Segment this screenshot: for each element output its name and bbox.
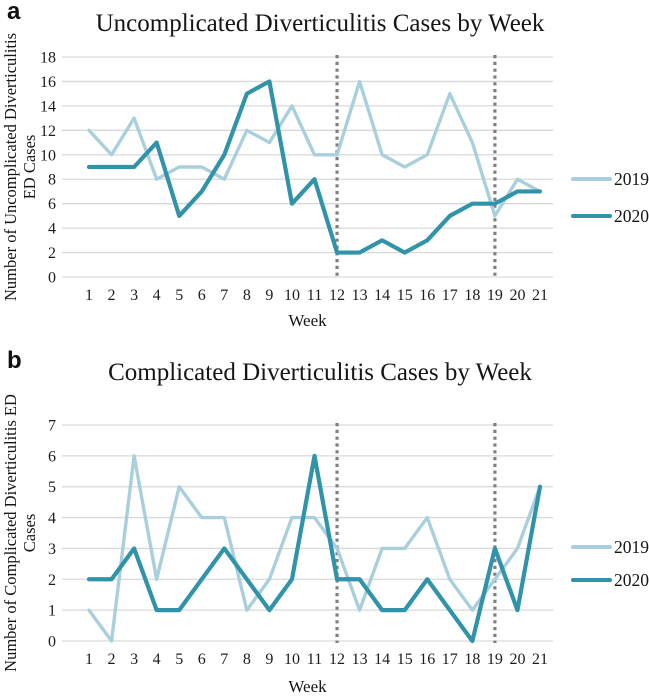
svg-text:20: 20 xyxy=(509,651,525,668)
svg-text:16: 16 xyxy=(419,287,435,304)
svg-text:14: 14 xyxy=(374,287,390,304)
chart-a-title: Uncomplicated Diverticulitis Cases by We… xyxy=(95,10,545,37)
svg-text:2: 2 xyxy=(108,651,116,668)
svg-text:6: 6 xyxy=(198,287,206,304)
svg-text:18: 18 xyxy=(40,50,56,67)
svg-text:13: 13 xyxy=(352,651,368,668)
chart-b-title: Complicated Diverticulitis Cases by Week xyxy=(108,359,532,386)
svg-text:14: 14 xyxy=(40,98,56,115)
svg-text:9: 9 xyxy=(265,287,273,304)
svg-text:2: 2 xyxy=(48,245,56,262)
svg-text:7: 7 xyxy=(220,287,228,304)
svg-text:1: 1 xyxy=(85,287,93,304)
svg-text:3: 3 xyxy=(48,541,56,558)
svg-text:2: 2 xyxy=(108,287,116,304)
svg-text:17: 17 xyxy=(442,287,458,304)
svg-text:6: 6 xyxy=(198,651,206,668)
svg-text:3: 3 xyxy=(130,651,138,668)
chart-b-legend-item-2019: 2019 xyxy=(571,536,649,558)
svg-text:0: 0 xyxy=(48,634,56,651)
svg-text:13: 13 xyxy=(352,287,368,304)
svg-text:10: 10 xyxy=(284,287,300,304)
svg-text:18: 18 xyxy=(464,651,480,668)
svg-text:1: 1 xyxy=(85,651,93,668)
svg-text:5: 5 xyxy=(175,287,183,304)
chart-b-x-axis-title: Week xyxy=(288,677,327,696)
svg-text:4: 4 xyxy=(153,651,161,668)
chart-a-x-axis-title: Week xyxy=(288,311,327,330)
panel-b-letter: b xyxy=(7,347,22,374)
svg-text:4: 4 xyxy=(48,221,56,238)
svg-text:17: 17 xyxy=(442,651,458,668)
chart-a-legend: 2019 2020 xyxy=(571,168,649,227)
svg-text:8: 8 xyxy=(243,287,251,304)
chart-a-legend-item-2019: 2019 xyxy=(571,168,649,190)
legend-line-2020-swatch xyxy=(571,214,612,218)
legend-line-2020-swatch xyxy=(571,578,612,582)
chart-b-legend: 2019 2020 xyxy=(571,536,649,591)
svg-text:18: 18 xyxy=(464,287,480,304)
svg-text:5: 5 xyxy=(175,651,183,668)
svg-text:12: 12 xyxy=(329,651,345,668)
svg-text:14: 14 xyxy=(374,651,390,668)
legend-label-2020: 2020 xyxy=(614,569,649,590)
svg-text:8: 8 xyxy=(243,651,251,668)
svg-text:4: 4 xyxy=(48,510,56,527)
svg-text:11: 11 xyxy=(307,287,322,304)
panel-a-letter: a xyxy=(7,0,21,25)
svg-text:20: 20 xyxy=(509,287,525,304)
chart-b-legend-item-2020: 2020 xyxy=(571,569,649,591)
svg-text:4: 4 xyxy=(153,287,161,304)
legend-label-2019: 2019 xyxy=(614,168,649,189)
svg-text:11: 11 xyxy=(307,651,322,668)
svg-text:10: 10 xyxy=(284,651,300,668)
svg-text:21: 21 xyxy=(532,651,548,668)
svg-text:9: 9 xyxy=(265,651,273,668)
legend-line-2019-swatch xyxy=(571,545,612,549)
svg-text:12: 12 xyxy=(329,287,345,304)
svg-text:3: 3 xyxy=(130,287,138,304)
panel-b-complicated-chart: b Complicated Diverticulitis Cases by We… xyxy=(0,349,649,698)
svg-text:12: 12 xyxy=(40,123,56,140)
svg-text:8: 8 xyxy=(48,172,56,189)
svg-text:2: 2 xyxy=(48,572,56,589)
chart-a-legend-item-2020: 2020 xyxy=(571,205,649,227)
svg-text:0: 0 xyxy=(48,270,56,287)
svg-text:21: 21 xyxy=(532,287,548,304)
svg-text:1: 1 xyxy=(48,603,56,620)
legend-label-2020: 2020 xyxy=(614,205,649,226)
legend-label-2019: 2019 xyxy=(614,536,649,557)
svg-text:6: 6 xyxy=(48,196,56,213)
svg-text:15: 15 xyxy=(397,287,413,304)
svg-text:10: 10 xyxy=(40,147,56,164)
svg-text:16: 16 xyxy=(40,74,56,91)
panel-a-uncomplicated-chart: a Uncomplicated Diverticulitis Cases by … xyxy=(1,0,649,330)
svg-text:7: 7 xyxy=(220,651,228,668)
svg-text:5: 5 xyxy=(48,479,56,496)
svg-text:15: 15 xyxy=(397,651,413,668)
svg-text:6: 6 xyxy=(48,448,56,465)
legend-line-2019-swatch xyxy=(571,177,612,181)
svg-text:19: 19 xyxy=(487,651,503,668)
svg-text:19: 19 xyxy=(487,287,503,304)
svg-text:7: 7 xyxy=(48,418,56,435)
svg-text:16: 16 xyxy=(419,651,435,668)
